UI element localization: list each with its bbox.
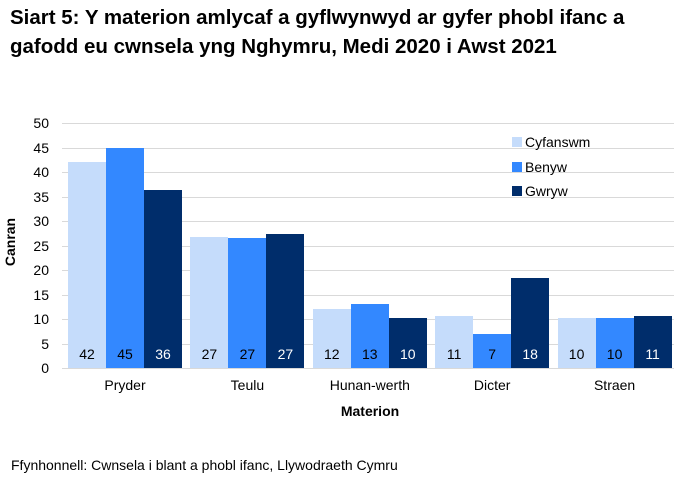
y-tick-label: 30 — [33, 213, 49, 229]
y-axis-label: Canran — [2, 217, 18, 267]
gridline — [62, 294, 674, 296]
data-label: 42 — [79, 346, 95, 362]
data-label: 7 — [488, 346, 497, 362]
y-tick-label: 25 — [33, 237, 49, 254]
x-tick-label: Hunan-werth — [329, 377, 410, 393]
y-tick-label: 0 — [41, 360, 49, 376]
y-tick-label: 5 — [41, 335, 49, 352]
bar-benyw — [350, 304, 389, 368]
gridline — [62, 270, 674, 271]
source-note: Ffynhonnell: Cwnsela i blant a phobl ifa… — [11, 457, 398, 473]
x-axis-label: Materion — [340, 403, 400, 419]
legend-label: Cyfanswm — [525, 134, 591, 150]
data-label: 10 — [400, 346, 416, 362]
chart-title: Siart 5: Y materion amlycaf a gyflwynwyd… — [10, 6, 625, 58]
bar-cyfanswm — [557, 317, 596, 368]
bar-cyfanswm — [312, 309, 351, 368]
data-label: 18 — [522, 346, 538, 362]
gridline — [62, 147, 674, 149]
data-label: 12 — [324, 346, 340, 362]
gridline — [62, 368, 674, 369]
bar-cyfanswm — [68, 162, 106, 368]
data-label: 11 — [446, 346, 462, 362]
legend-label: Benyw — [525, 158, 568, 175]
x-tick-label: Teulu — [230, 377, 265, 393]
bar-gwryw — [511, 278, 550, 368]
y-tick-label: 15 — [33, 286, 49, 303]
y-tick-label: 20 — [33, 262, 49, 278]
gridline — [62, 123, 674, 124]
gridline — [62, 172, 674, 173]
legend-item: Cyfanswm — [512, 134, 590, 150]
data-label: 27 — [201, 346, 218, 362]
legend-swatch — [512, 186, 522, 196]
data-label: 10 — [568, 346, 585, 362]
bar-gwryw — [144, 190, 182, 368]
y-tick-label: 50 — [33, 115, 49, 131]
legend-swatch — [512, 137, 522, 147]
bar-cyfanswm — [190, 237, 229, 368]
data-label: 27 — [277, 346, 294, 362]
bar-cyfanswm — [435, 316, 474, 368]
data-label: 13 — [362, 346, 378, 362]
y-tick-label: 45 — [33, 139, 49, 156]
bar-benyw — [473, 333, 512, 368]
data-label: 10 — [606, 346, 623, 362]
data-label: 11 — [645, 346, 660, 362]
gridline — [62, 221, 674, 222]
gridline — [62, 196, 674, 198]
x-tick-label: Pryder — [104, 377, 146, 393]
x-tick-label: Straen — [593, 377, 636, 393]
y-tick-label: 35 — [33, 188, 49, 205]
bar-gwryw — [266, 234, 305, 368]
bar-benyw — [106, 148, 144, 368]
data-label: 36 — [155, 346, 171, 362]
bar-benyw — [595, 317, 634, 368]
gridline — [62, 245, 674, 247]
bar-benyw — [228, 238, 267, 368]
data-label: 45 — [117, 346, 133, 362]
legend-label: Gwryw — [525, 183, 568, 199]
y-tick-label: 40 — [33, 164, 49, 180]
bar-gwryw — [633, 316, 672, 368]
legend-item: Gwryw — [512, 183, 568, 199]
legend-swatch — [512, 161, 522, 172]
legend-item: Benyw — [512, 159, 567, 175]
bar-gwryw — [388, 318, 427, 368]
y-tick-label: 10 — [33, 311, 49, 327]
x-tick-label: Dicter — [473, 377, 511, 393]
data-label: 27 — [239, 346, 256, 362]
